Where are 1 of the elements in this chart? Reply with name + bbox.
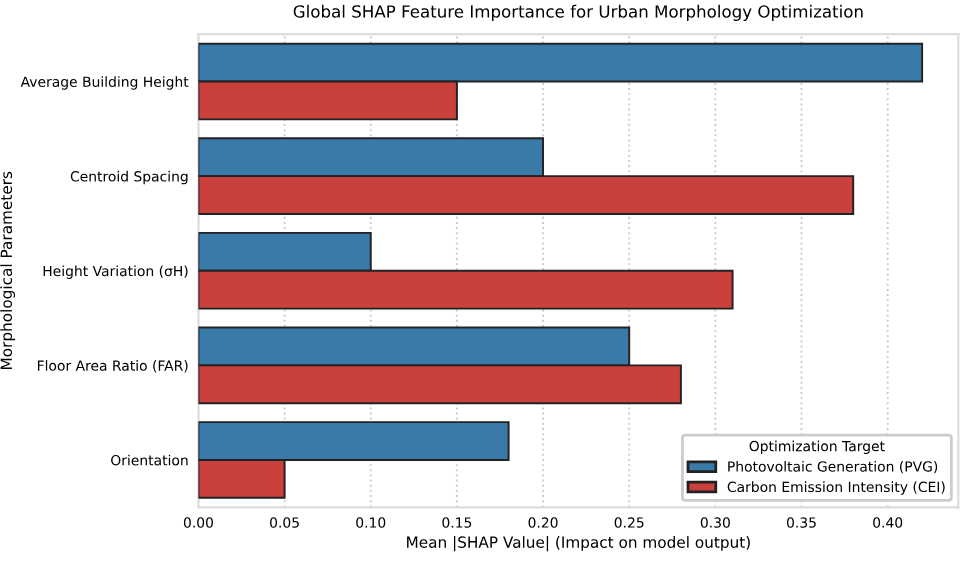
chart-title: Global SHAP Feature Importance for Urban Morphology Optimization: [293, 4, 863, 21]
